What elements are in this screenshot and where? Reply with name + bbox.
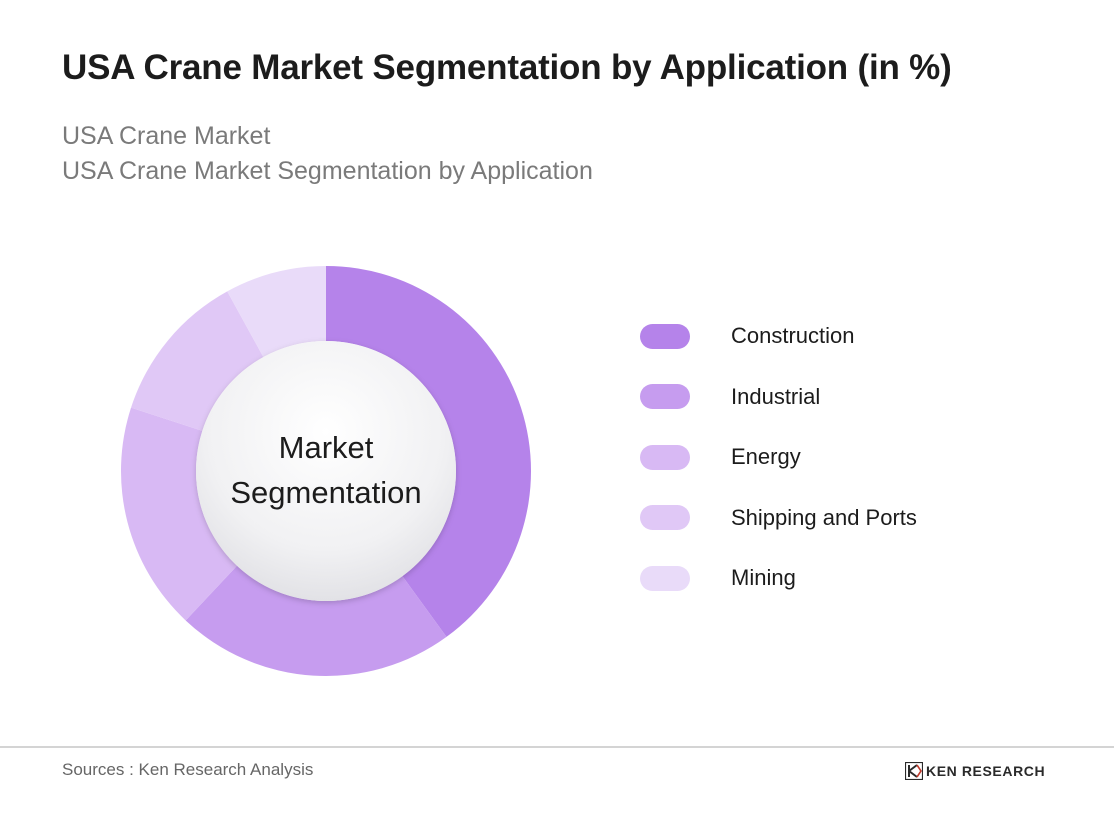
legend-item-construction: Construction xyxy=(640,318,917,354)
donut-slice-energy xyxy=(121,407,238,621)
center-label-line-2: Segmentation xyxy=(230,475,422,510)
legend-label: Construction xyxy=(731,323,855,348)
legend-item-industrial: Industrial xyxy=(640,379,917,415)
donut-slice-industrial xyxy=(185,565,447,676)
ken-research-logo-text: KEN RESEARCH xyxy=(926,763,1046,779)
donut-slice-construction xyxy=(326,266,531,637)
chart-title: USA Crane Market Segmentation by Applica… xyxy=(62,48,952,87)
legend-label: Shipping and Ports xyxy=(731,504,917,530)
footer-divider xyxy=(0,746,1114,748)
legend-swatch xyxy=(640,444,690,470)
chart-subtitle-market: USA Crane Market xyxy=(62,122,271,150)
ken-research-logo: KEN RESEARCH xyxy=(905,760,1045,782)
donut-center-disc xyxy=(196,341,456,601)
chart-legend: Construction Industrial Energy Shipping … xyxy=(640,318,917,621)
legend-swatch xyxy=(640,323,690,349)
legend-swatch xyxy=(640,565,690,591)
legend-item-shipping-and-ports: Shipping and Ports xyxy=(640,500,917,536)
donut-slice-mining xyxy=(227,266,326,358)
donut-slice-shipping-and-ports xyxy=(131,291,264,431)
donut-center-label: Market Segmentation xyxy=(196,340,456,600)
legend-label: Energy xyxy=(731,444,801,469)
legend-label: Mining xyxy=(731,565,796,590)
legend-swatch xyxy=(640,505,690,530)
legend-label: Industrial xyxy=(731,383,821,409)
donut-chart xyxy=(121,266,531,676)
ken-research-logo-icon xyxy=(905,762,923,780)
center-label-line-1: Market xyxy=(278,430,374,465)
legend-item-mining: Mining xyxy=(640,560,917,596)
legend-item-energy: Energy xyxy=(640,439,917,475)
legend-swatch xyxy=(640,384,690,409)
donut-slices xyxy=(121,266,531,676)
chart-subtitle-segmentation: USA Crane Market Segmentation by Applica… xyxy=(62,157,593,185)
footer-source: Sources : Ken Research Analysis xyxy=(62,760,314,779)
